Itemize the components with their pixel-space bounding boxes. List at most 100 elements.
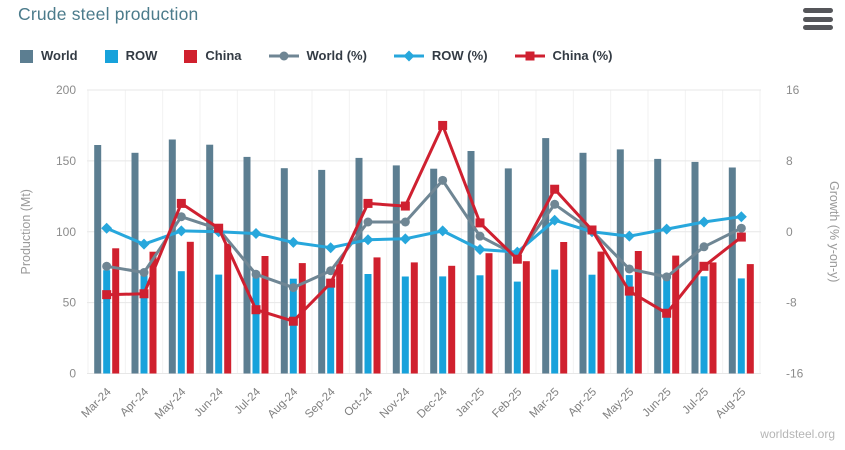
marker-row-Jun-25[interactable] xyxy=(661,223,673,235)
marker-china-Mar-25[interactable] xyxy=(550,184,560,194)
marker-china-Jul-25[interactable] xyxy=(699,261,709,271)
bar-world-Jan-25[interactable] xyxy=(467,151,475,374)
marker-china-Apr-24[interactable] xyxy=(139,289,149,299)
marker-china-Aug-25[interactable] xyxy=(736,232,746,242)
bar-world-Jul-25[interactable] xyxy=(691,161,699,374)
bar-china-Aug-25[interactable] xyxy=(746,264,754,374)
marker-china-Apr-25[interactable] xyxy=(587,225,597,235)
legend-item-china[interactable]: China (%) xyxy=(514,48,612,63)
marker-china-Jun-24[interactable] xyxy=(214,223,224,233)
bar-world-Jun-24[interactable] xyxy=(206,144,214,374)
bar-china-Jun-24[interactable] xyxy=(224,243,232,374)
bar-row-Nov-24[interactable] xyxy=(401,276,409,374)
marker-row-Sep-24[interactable] xyxy=(325,242,337,254)
bar-world-Feb-25[interactable] xyxy=(504,168,512,374)
bar-china-Dec-24[interactable] xyxy=(448,265,456,374)
marker-world-Mar-25[interactable] xyxy=(550,199,560,209)
bar-row-Aug-25[interactable] xyxy=(737,278,745,374)
bar-china-Nov-24[interactable] xyxy=(410,262,418,374)
bar-row-Jan-25[interactable] xyxy=(476,275,484,374)
marker-world-Nov-24[interactable] xyxy=(400,217,410,227)
marker-row-Dec-24[interactable] xyxy=(437,225,449,237)
bar-row-Jul-25[interactable] xyxy=(700,276,708,374)
bar-world-Oct-24[interactable] xyxy=(355,157,363,374)
bar-world-Apr-24[interactable] xyxy=(131,152,139,374)
marker-row-May-25[interactable] xyxy=(623,230,635,242)
bar-china-Mar-25[interactable] xyxy=(560,242,568,374)
marker-world-Jul-24[interactable] xyxy=(251,269,261,279)
marker-row-Jul-25[interactable] xyxy=(698,216,710,228)
bar-world-Mar-25[interactable] xyxy=(542,138,550,374)
marker-row-Mar-25[interactable] xyxy=(549,214,561,226)
bar-world-Apr-25[interactable] xyxy=(579,152,587,374)
marker-china-May-25[interactable] xyxy=(624,286,634,296)
marker-row-Apr-24[interactable] xyxy=(138,238,150,250)
marker-world-Oct-24[interactable] xyxy=(363,217,373,227)
marker-row-Jul-24[interactable] xyxy=(250,228,262,240)
marker-world-Aug-24[interactable] xyxy=(288,283,298,293)
marker-world-Apr-24[interactable] xyxy=(139,268,149,278)
bar-world-Sep-24[interactable] xyxy=(318,169,326,374)
bar-china-Jul-25[interactable] xyxy=(709,262,717,374)
marker-row-Oct-24[interactable] xyxy=(362,234,374,246)
bar-world-May-24[interactable] xyxy=(168,139,176,374)
bar-china-Aug-24[interactable] xyxy=(298,263,306,374)
bar-world-Mar-24[interactable] xyxy=(94,145,102,374)
bar-china-Feb-25[interactable] xyxy=(522,261,530,374)
marker-row-Jan-25[interactable] xyxy=(474,243,486,255)
bar-world-Nov-24[interactable] xyxy=(392,165,400,374)
bar-row-Mar-25[interactable] xyxy=(551,269,559,374)
marker-china-Jan-25[interactable] xyxy=(475,218,485,228)
legend-item-row[interactable]: ROW xyxy=(104,48,157,63)
bar-row-Feb-25[interactable] xyxy=(513,281,521,374)
marker-world-Aug-25[interactable] xyxy=(736,223,746,233)
marker-world-Sep-24[interactable] xyxy=(326,266,336,276)
bar-world-Aug-25[interactable] xyxy=(728,167,736,374)
marker-world-Jan-25[interactable] xyxy=(475,231,485,241)
marker-china-Mar-24[interactable] xyxy=(102,290,112,300)
legend-marker[interactable] xyxy=(525,51,535,60)
marker-row-Nov-24[interactable] xyxy=(399,233,411,245)
marker-china-Jun-25[interactable] xyxy=(662,308,672,318)
bar-row-Dec-24[interactable] xyxy=(439,276,447,374)
bar-row-Jun-24[interactable] xyxy=(215,274,223,374)
bar-china-Mar-24[interactable] xyxy=(112,248,120,374)
marker-china-Jul-24[interactable] xyxy=(251,305,261,315)
bar-row-Jul-24[interactable] xyxy=(252,274,260,374)
legend-item-world[interactable]: World (%) xyxy=(268,48,367,63)
marker-china-Sep-24[interactable] xyxy=(326,278,336,288)
bar-china-Oct-24[interactable] xyxy=(373,257,381,374)
legend-marker[interactable] xyxy=(403,50,415,61)
bar-world-Aug-24[interactable] xyxy=(280,168,288,374)
marker-china-Dec-24[interactable] xyxy=(438,120,448,130)
bar-row-Mar-24[interactable] xyxy=(103,270,111,374)
bar-china-Sep-24[interactable] xyxy=(336,264,344,374)
bar-china-Jun-25[interactable] xyxy=(672,255,680,374)
bar-row-May-25[interactable] xyxy=(625,275,633,374)
marker-row-Aug-25[interactable] xyxy=(735,211,747,223)
marker-china-Oct-24[interactable] xyxy=(363,198,373,208)
bar-china-Jan-25[interactable] xyxy=(485,253,493,374)
bar-row-May-24[interactable] xyxy=(177,271,185,374)
bar-china-Apr-25[interactable] xyxy=(597,251,605,374)
marker-world-Dec-24[interactable] xyxy=(438,175,448,185)
marker-world-Jun-25[interactable] xyxy=(662,272,672,282)
bar-world-Jun-25[interactable] xyxy=(654,158,662,374)
marker-row-Mar-24[interactable] xyxy=(101,222,113,234)
bar-row-Oct-24[interactable] xyxy=(364,274,372,374)
marker-china-Nov-24[interactable] xyxy=(400,201,410,211)
marker-china-May-24[interactable] xyxy=(176,198,186,208)
legend-item-world[interactable]: World xyxy=(20,48,78,63)
bar-china-Apr-24[interactable] xyxy=(149,251,157,374)
hamburger-menu-icon[interactable] xyxy=(803,8,833,30)
bar-row-Jun-25[interactable] xyxy=(663,278,671,374)
bar-row-Sep-24[interactable] xyxy=(327,279,335,374)
bar-row-Aug-24[interactable] xyxy=(289,278,297,374)
bar-row-Apr-24[interactable] xyxy=(140,274,148,374)
legend-marker[interactable] xyxy=(279,51,288,60)
legend-item-china[interactable]: China xyxy=(184,48,242,63)
marker-row-Aug-24[interactable] xyxy=(287,236,299,248)
bar-china-May-25[interactable] xyxy=(634,251,642,374)
marker-world-May-25[interactable] xyxy=(624,264,634,274)
marker-row-May-24[interactable] xyxy=(175,225,187,237)
